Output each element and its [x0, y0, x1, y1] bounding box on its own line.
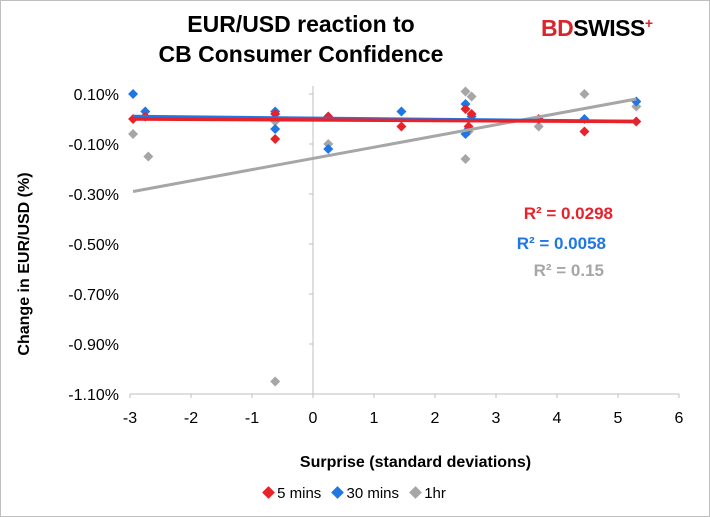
data-point-5-mins [396, 121, 407, 132]
data-point-1hr [466, 91, 477, 102]
x-tick-label: 3 [492, 410, 501, 427]
data-point-5-mins [579, 126, 590, 137]
r-squared-label-30-mins: R² = 0.0058 [517, 234, 606, 253]
x-axis-title: Surprise (standard deviations) [300, 454, 531, 471]
trendline-5-mins [133, 117, 637, 124]
chart-title-line-1: EUR/USD reaction to [187, 11, 415, 37]
y-tick-label: -0.90% [68, 337, 119, 354]
chart-title-line-2: CB Consumer Confidence [158, 41, 444, 67]
x-tick-label: -3 [123, 410, 137, 427]
legend-item-1hr: 1hr [409, 485, 446, 502]
data-point-30-mins [270, 124, 281, 134]
x-tick-label: 1 [370, 410, 379, 427]
y-axis-title: Change in EUR/USD (%) [16, 172, 33, 355]
legend-item-5-mins: 5 mins [262, 485, 322, 502]
data-point-5-mins [270, 134, 281, 144]
legend: 5 mins 30 mins 1hr [1, 485, 709, 502]
x-tick-label: 2 [431, 410, 440, 427]
x-tick-label: -1 [245, 410, 259, 427]
data-point-5-mins [460, 104, 471, 114]
data-point-1hr [143, 151, 154, 162]
r-squared-label-1hr: R² = 0.15 [534, 261, 604, 280]
y-tick-label: 0.10% [74, 87, 119, 104]
brand-logo-part-b: SWISS [573, 15, 645, 41]
brand-logo: BDSWISS+ [541, 15, 653, 42]
x-tick-label: -2 [184, 410, 198, 427]
data-point-1hr [460, 86, 471, 97]
legend-item-30-mins: 30 mins [331, 485, 400, 502]
diamond-marker-icon [262, 486, 275, 499]
data-point-1hr [579, 89, 590, 99]
trendline-1hr [132, 97, 637, 193]
chart-title: EUR/USD reaction to CB Consumer Confiden… [21, 9, 581, 69]
data-point-5-mins [466, 109, 477, 119]
brand-logo-mark: + [644, 15, 653, 31]
data-point-30-mins [396, 106, 407, 117]
data-point-1hr [128, 129, 139, 139]
diamond-marker-icon [331, 486, 345, 499]
diamond-marker-icon [409, 486, 423, 499]
data-point-30-mins [128, 89, 139, 99]
data-point-1hr [533, 121, 544, 132]
r-squared-label-5-mins: R² = 0.0298 [524, 204, 613, 223]
data-point-1hr [460, 154, 471, 164]
legend-label-5-mins: 5 mins [277, 485, 322, 502]
legend-label-30-mins: 30 mins [346, 485, 400, 502]
data-point-1hr [270, 376, 281, 387]
y-tick-label: -1.10% [68, 387, 119, 404]
x-tick-label: 0 [309, 410, 318, 427]
x-tick-label: 4 [553, 410, 562, 427]
y-tick-label: -0.50% [68, 237, 119, 254]
y-tick-label: -0.70% [68, 287, 119, 304]
y-tick-label: -0.10% [68, 137, 119, 154]
x-tick-label: 5 [614, 410, 623, 427]
legend-label-1hr: 1hr [424, 485, 446, 502]
data-point-30-mins [323, 144, 334, 154]
x-tick-label: 6 [675, 410, 684, 427]
brand-logo-part-a: BD [541, 15, 574, 41]
y-tick-label: -0.30% [68, 187, 119, 204]
